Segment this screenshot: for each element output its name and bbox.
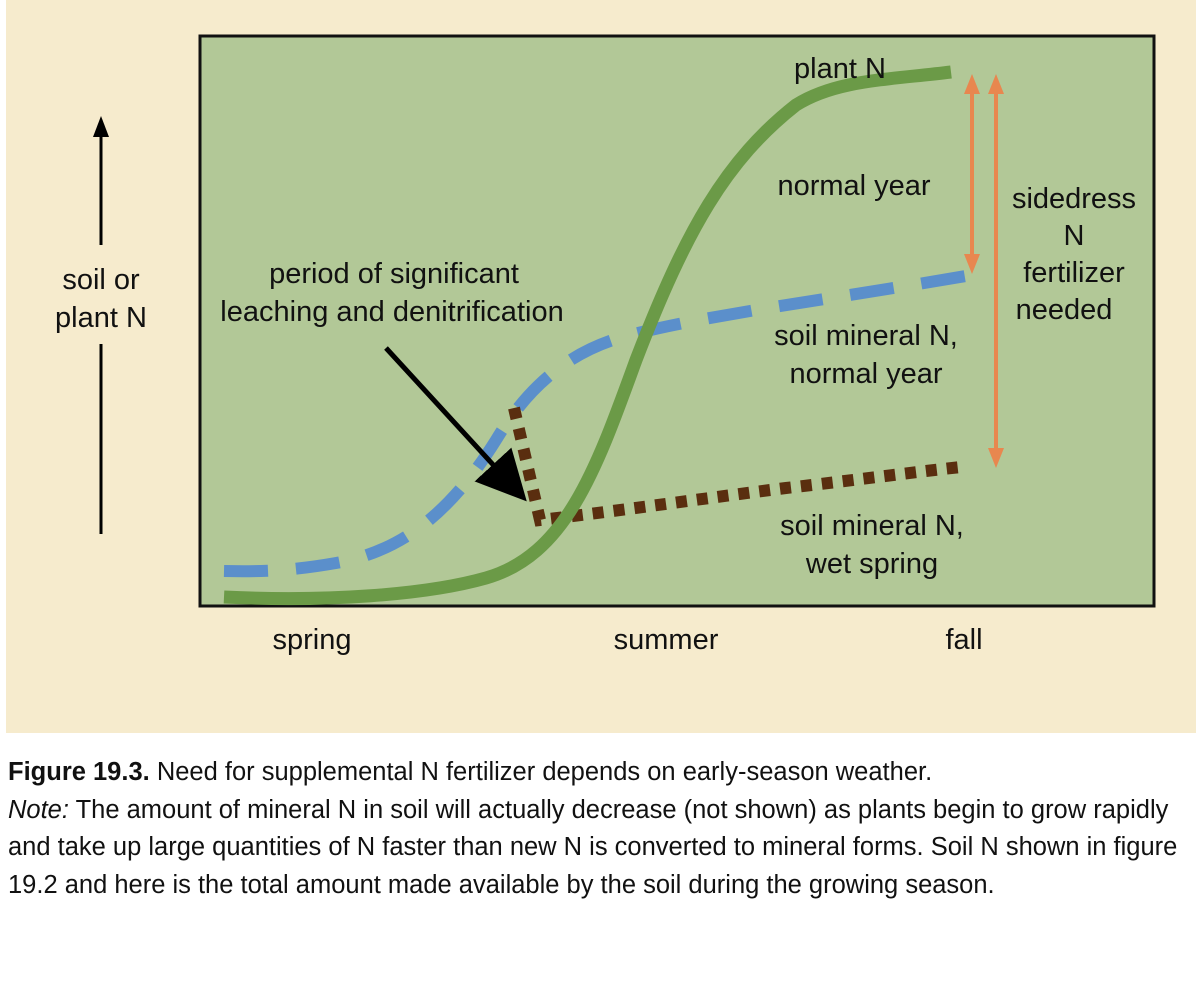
nitrogen-diagram: soil or plant N spring summer fall plant…	[55, 34, 1156, 656]
y-axis-arrow	[93, 116, 109, 534]
soil-normal-label-line1: soil mineral N,	[774, 320, 958, 352]
sidedress-label-line3: fertilizer	[1023, 257, 1125, 289]
soil-wet-label-line1: soil mineral N,	[780, 510, 964, 542]
figure-caption: Figure 19.3. Need for supplemental N fer…	[8, 754, 1193, 904]
x-tick-summer: summer	[614, 624, 719, 656]
leaching-label-line2: leaching and denitrification	[220, 296, 563, 328]
y-axis-label-line1: soil or	[62, 264, 140, 296]
soil-wet-label-line2: wet spring	[805, 548, 938, 580]
sidedress-label-line2: N	[1064, 220, 1085, 252]
caption-figure-label: Figure 19.3.	[8, 758, 150, 786]
figure-panel: soil or plant N spring summer fall plant…	[6, 0, 1196, 733]
soil-mineral-n-wet-spring-line	[508, 406, 962, 527]
caption-text: Need for supplemental N fertilizer depen…	[149, 758, 933, 786]
x-tick-fall: fall	[945, 624, 982, 656]
normal-year-label: normal year	[777, 170, 930, 202]
soil-mineral-n-normal-year-line	[223, 270, 968, 578]
leaching-label-line1: period of significant	[269, 258, 519, 290]
soil-normal-label-line2: normal year	[789, 358, 942, 390]
sidedress-label-line4: needed	[1016, 294, 1113, 326]
sidedress-label-line1: sidedress	[1012, 183, 1136, 215]
orange-double-arrow-short	[964, 74, 980, 274]
plant-n-line	[223, 65, 952, 606]
orange-double-arrow-long	[988, 74, 1004, 468]
caption-note-text: The amount of mineral N in soil will act…	[8, 795, 1178, 899]
x-tick-spring: spring	[273, 624, 352, 656]
leaching-pointer-arrow	[384, 346, 527, 502]
y-axis-label-line2: plant N	[55, 302, 147, 334]
caption-note-label: Note:	[8, 795, 69, 824]
plant-n-label: plant N	[794, 53, 886, 85]
